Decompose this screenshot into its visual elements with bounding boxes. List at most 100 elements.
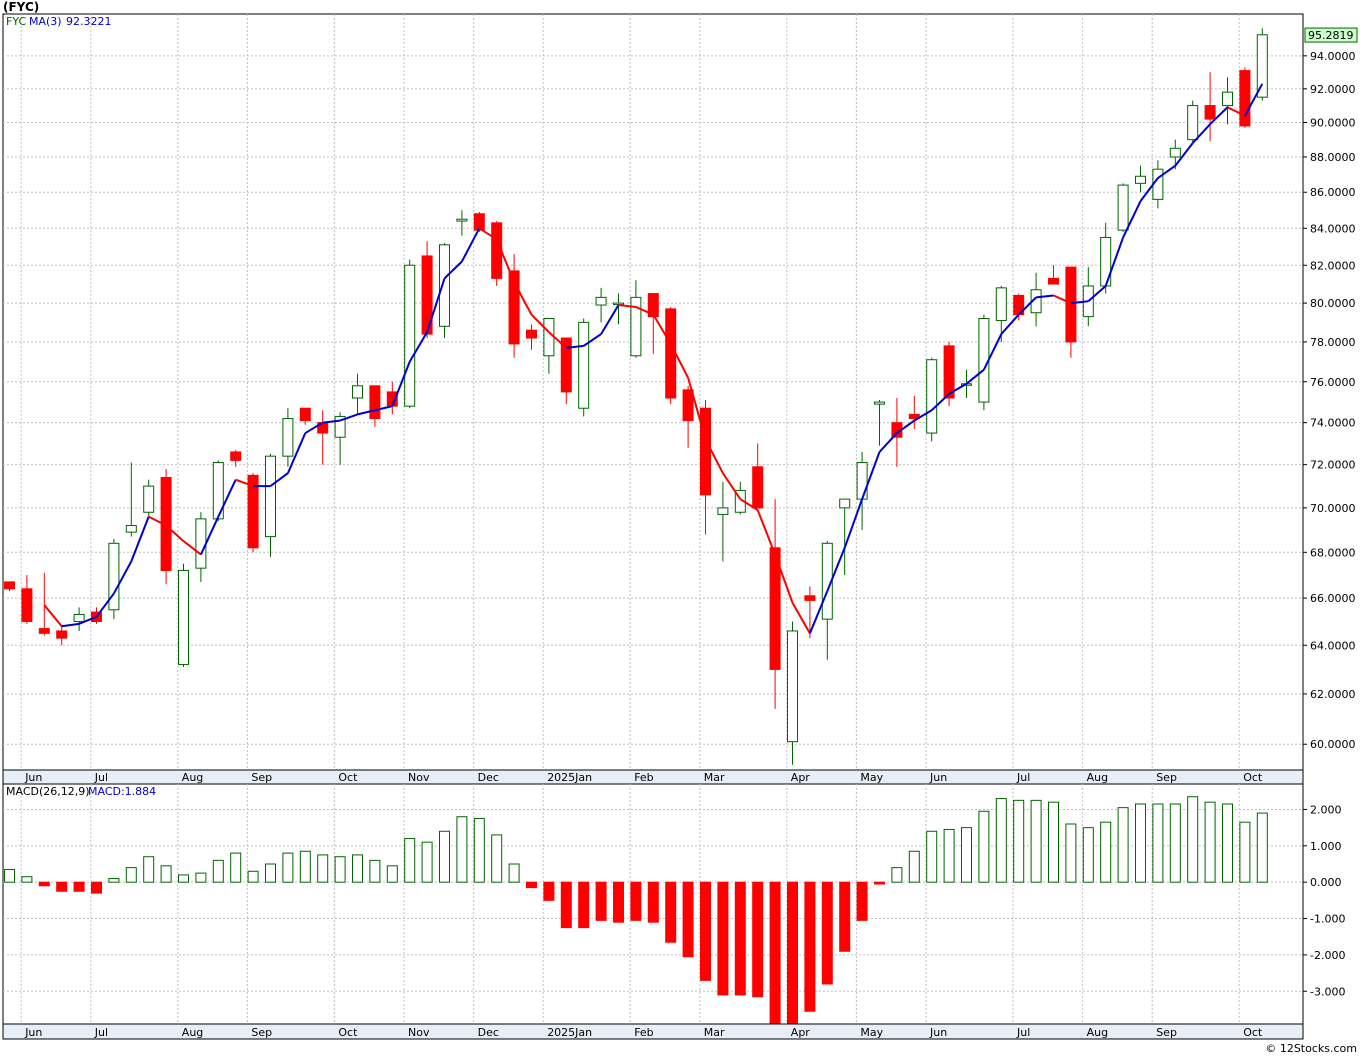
ma-segment — [1000, 313, 1020, 335]
ma-segment — [913, 409, 933, 422]
macd-bar — [1152, 803, 1164, 883]
macd-tick-label: 0.000 — [1310, 876, 1342, 889]
price-tick-label: 72.0000 — [1310, 459, 1356, 472]
macd-tick-label: 1.000 — [1310, 840, 1342, 853]
ma-segment — [826, 547, 846, 592]
candle-body — [73, 613, 85, 622]
ma-segment — [495, 238, 516, 283]
price-tick-label: 60.0000 — [1310, 738, 1356, 751]
macd-bar — [1187, 796, 1199, 883]
month-label: Sep — [1156, 1026, 1177, 1039]
candle-body — [926, 359, 938, 434]
ma-segment — [165, 524, 185, 542]
month-label: Oct — [1243, 1026, 1263, 1039]
ma-segment — [687, 377, 707, 440]
month-label: 2025Jan — [547, 1026, 592, 1039]
macd-bar — [125, 867, 137, 883]
candle-body — [125, 524, 137, 533]
ma-segment — [1209, 106, 1229, 125]
candle-body — [1239, 70, 1251, 127]
candle-body — [282, 418, 294, 457]
candle-body — [1048, 277, 1059, 285]
ma-segment — [391, 361, 411, 407]
candle-body — [21, 588, 33, 622]
macd-bar — [299, 850, 311, 883]
ma-segment — [791, 602, 811, 634]
ma-segment — [199, 516, 220, 555]
legend-ma-label: MA(3) — [29, 15, 62, 28]
month-label: Jun — [929, 1026, 947, 1039]
ma-segment — [1157, 164, 1176, 179]
month-labels-top: Jun Jul Aug Sep Oct Nov Dec 2025Jan Feb Mar Apr May… — [24, 771, 1263, 784]
ma-segment — [548, 331, 567, 349]
candle-body — [178, 569, 189, 666]
candle-body — [1256, 34, 1268, 98]
price-tick-label: 82.0000 — [1310, 259, 1356, 272]
ma-segment — [1053, 294, 1072, 305]
ma-segment — [513, 281, 533, 316]
ma-segment — [1087, 285, 1107, 302]
macd-bar — [874, 881, 885, 885]
macd-bar — [1239, 821, 1251, 883]
candle-body — [56, 630, 68, 639]
price-tick-label: 66.0000 — [1310, 592, 1356, 605]
ma-segment — [739, 498, 759, 511]
ma-segment — [861, 451, 881, 500]
candle-body — [334, 415, 346, 438]
ma-segment — [286, 432, 307, 474]
ma-segment — [669, 343, 689, 379]
macd-bar — [613, 881, 624, 923]
month-label: May — [860, 1026, 883, 1039]
candle-body — [578, 321, 590, 409]
candle-body — [439, 244, 450, 327]
ma-segment — [148, 515, 167, 527]
candle-body — [4, 581, 15, 590]
ma-segment — [704, 438, 724, 474]
price-tick-label: 86.0000 — [1310, 186, 1356, 199]
macd-bar — [995, 798, 1007, 883]
macd-bar — [560, 881, 572, 929]
ma-segment — [1070, 300, 1089, 305]
month-label: Apr — [791, 1026, 811, 1039]
month-label: Aug — [182, 771, 203, 784]
candle-body — [595, 296, 607, 306]
price-tick-label: 90.0000 — [1310, 117, 1356, 130]
ma-segment — [566, 344, 584, 349]
macd-bar — [38, 881, 50, 887]
ma-segment — [1122, 200, 1142, 238]
macd-bar — [1135, 803, 1146, 883]
ma-segment — [1139, 177, 1159, 202]
macd-bar — [1065, 823, 1077, 883]
candle-body — [1065, 266, 1077, 343]
macd-bar — [787, 881, 798, 1025]
month-label: Feb — [634, 1026, 653, 1039]
month-label: Sep — [251, 771, 272, 784]
candle-body — [404, 264, 416, 407]
candle-body — [874, 401, 885, 405]
ma-segment — [339, 413, 358, 422]
watermark: © 12Stocks.com — [1265, 1042, 1357, 1055]
macd-legend-label: MACD(26,12,9) — [6, 785, 90, 798]
macd-bar — [1013, 799, 1025, 883]
ma-segment — [948, 382, 968, 395]
macd-bar — [178, 874, 189, 883]
candle-body — [943, 345, 955, 399]
candle-body — [804, 595, 816, 601]
ma-segment — [1017, 296, 1037, 316]
price-axis-labels: 60.0000 62.0000 64.0000 66.0000 68.0000 70.00… — [1303, 50, 1356, 751]
month-label: Aug — [1087, 1026, 1108, 1039]
macd-bar — [73, 881, 85, 892]
price-tick-label: 70.0000 — [1310, 502, 1356, 515]
macd-bar — [352, 854, 363, 883]
macd-bar — [334, 856, 346, 883]
macd-bar — [700, 881, 711, 981]
macd-bar — [839, 881, 851, 952]
macd-bar — [143, 856, 155, 883]
ma-segment — [965, 368, 985, 385]
macd-bar — [91, 881, 102, 894]
ma-segment — [530, 313, 550, 333]
candle-body — [769, 547, 781, 670]
ma-segment — [426, 278, 446, 333]
price-tick-label: 88.0000 — [1310, 151, 1356, 164]
